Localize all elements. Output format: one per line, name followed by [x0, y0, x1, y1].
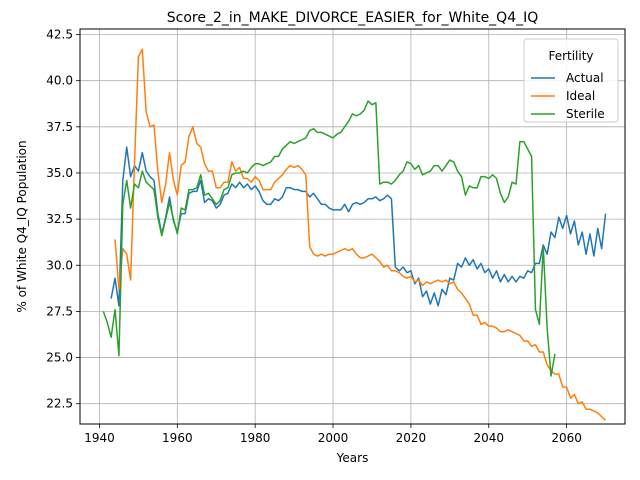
- y-tick-label: 22.5: [46, 397, 73, 411]
- series-line-sterile: [102, 100, 556, 377]
- x-axis-ticks: 1940 1960 1980 2000 2020 2040 2060: [84, 424, 582, 445]
- legend-box: [523, 38, 619, 123]
- x-tick-label: 1940: [84, 431, 115, 445]
- x-tick-label: 1980: [240, 431, 271, 445]
- x-axis-label: Years: [336, 451, 369, 465]
- y-tick-label: 42.5: [46, 28, 73, 42]
- legend-label-ideal: Ideal: [566, 89, 595, 103]
- y-tick-label: 27.5: [46, 304, 73, 318]
- x-tick-label: 2020: [396, 431, 427, 445]
- y-tick-label: 32.5: [46, 212, 73, 226]
- y-tick-label: 25.0: [46, 351, 73, 365]
- y-axis-ticks: 22.5 25.0 27.5 30.0 32.5 35.0 37.5 40.0 42.5: [46, 28, 80, 411]
- y-tick-label: 35.0: [46, 166, 73, 180]
- y-axis-label: % of White Q4_IQ Population: [15, 140, 29, 312]
- chart-title: Score_2_in_MAKE_DIVORCE_EASIER_for_White…: [167, 10, 539, 26]
- x-tick-label: 2000: [318, 431, 349, 445]
- y-tick-label: 37.5: [46, 120, 73, 134]
- series-line-ideal: [114, 48, 607, 421]
- x-tick-label: 2060: [551, 431, 582, 445]
- legend-label-sterile: Sterile: [566, 107, 605, 121]
- x-tick-label: 2040: [473, 431, 504, 445]
- series-line-actual: [110, 146, 607, 307]
- legend-entries: Actual Ideal Sterile: [531, 71, 605, 121]
- x-tick-label: 1960: [162, 431, 193, 445]
- legend-label-actual: Actual: [566, 71, 604, 85]
- legend-title: Fertility: [548, 49, 593, 63]
- plot-frame: [79, 28, 626, 425]
- series-lines: [102, 48, 607, 421]
- y-tick-label: 40.0: [46, 74, 73, 88]
- legend: Fertility Actual Ideal Sterile: [523, 38, 619, 123]
- y-tick-label: 30.0: [46, 258, 73, 272]
